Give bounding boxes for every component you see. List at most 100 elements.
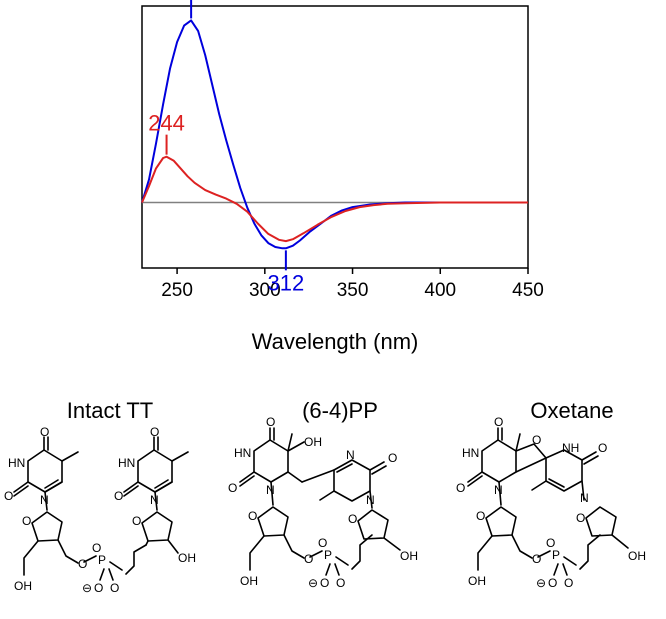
- x-tick-label: 450: [512, 280, 544, 301]
- x-tick-label: 250: [161, 280, 193, 301]
- atom: O: [576, 511, 585, 525]
- x-axis-ticks: 250 300 350 400 450: [161, 268, 544, 301]
- atom: P: [324, 548, 332, 562]
- atom: P: [552, 548, 560, 562]
- atom: OH: [400, 549, 418, 563]
- atom: O: [548, 576, 557, 590]
- atom: O: [248, 509, 257, 523]
- atom: O: [564, 576, 573, 590]
- ox-ring-2-bonds: [531, 451, 599, 501]
- ox-sugar-1: [485, 506, 517, 537]
- phosphate-linker: [83, 544, 147, 575]
- ox-n-to-sugar: [498, 481, 502, 506]
- atom: HN: [118, 456, 135, 470]
- atom: N: [366, 493, 375, 507]
- atom: OH: [468, 574, 486, 588]
- atom: O: [532, 552, 541, 566]
- atom: O: [78, 557, 87, 571]
- peak-label: 312: [268, 270, 305, 295]
- atom: O: [532, 433, 541, 447]
- ox-phosphate-oxygens: [553, 563, 568, 576]
- x-tick-label: 300: [249, 280, 281, 301]
- atom: OH: [178, 551, 196, 565]
- pp-ring-2-bonds: [301, 461, 387, 509]
- ox-ring-1: [481, 439, 517, 483]
- thymine-1-double-bonds: [13, 436, 79, 497]
- x-tick-label: 400: [424, 280, 456, 301]
- atom: O: [388, 451, 397, 465]
- atom: OH: [240, 574, 258, 588]
- atom-labels-oxetane: O HN O NH O O N N O OH O P O O ⊖ O O OH: [456, 415, 646, 590]
- plot-frame: [141, 5, 529, 269]
- pp-sugar-2: [357, 509, 389, 540]
- annotation-layer: 258244312: [148, 0, 304, 295]
- series-layer: [141, 19, 528, 250]
- ox-phosphate: [537, 534, 601, 570]
- atom: O: [476, 509, 485, 523]
- atom: OH: [14, 579, 32, 593]
- atom-labels-pp: O HN OH O N N O N O OH O P O O ⊖ O O OH: [228, 415, 418, 590]
- atom: O: [336, 576, 345, 590]
- atom: O: [456, 481, 465, 495]
- series-line-0: [141, 19, 528, 250]
- sugar-ring-1: [31, 511, 63, 542]
- ox-sugar-2: [585, 506, 617, 537]
- atom: O: [110, 581, 119, 595]
- phosphate-oxygens: [99, 568, 114, 581]
- molecule-title: Oxetane: [530, 398, 613, 423]
- thymine-2-to-sugar: [154, 491, 158, 511]
- atom: ⊖: [308, 576, 318, 590]
- atom: O: [22, 514, 31, 528]
- atom: N: [580, 491, 589, 505]
- atom: HN: [8, 456, 25, 470]
- peak-label: 244: [148, 111, 185, 136]
- ox-ring-1-bonds: [467, 427, 521, 487]
- atom: O: [114, 489, 123, 503]
- atom: HN: [234, 446, 251, 460]
- atom: N: [494, 483, 503, 497]
- atom-labels-intact: O HN O N O OH O P O O ⊖ O O HN O N O OH: [4, 425, 196, 595]
- ox-ring-2: [545, 449, 583, 492]
- molecule-title: (6-4)PP: [302, 398, 378, 423]
- molecule-oxetane: Oxetane O HN O NH O O N N O OH O P O O ⊖: [456, 398, 646, 590]
- atom: O: [546, 536, 555, 550]
- atom: O: [266, 415, 275, 429]
- ox-sugar-1-subs: [477, 534, 533, 571]
- molecule-intact-tt: Intact TT O HN O N O OH O P O O ⊖ O O: [4, 398, 196, 595]
- atom: ⊖: [536, 576, 546, 590]
- pp-ring-1-bonds: [239, 427, 305, 487]
- atom: P: [98, 553, 106, 567]
- sugar-2-substituents: [145, 539, 179, 554]
- atom: O: [150, 425, 159, 439]
- series-line-1: [141, 155, 528, 243]
- atom: N: [150, 493, 159, 507]
- x-axis-title: Wavelength (nm): [252, 329, 419, 354]
- atom: N: [346, 448, 355, 462]
- molecule-title: Intact TT: [67, 398, 153, 423]
- atom: NH: [562, 441, 579, 455]
- pp-phosphate: [309, 534, 373, 570]
- thymine-1-to-sugar: [44, 491, 48, 511]
- pp-phosphate-oxygens: [325, 563, 340, 576]
- atom: N: [266, 483, 275, 497]
- sugar-1-substituents: [23, 539, 79, 576]
- molecule-6-4-pp: (6-4)PP O HN OH O N N O N O OH O P O O ⊖…: [228, 398, 418, 590]
- atom: O: [318, 536, 327, 550]
- sugar-ring-2: [141, 511, 173, 542]
- atom: O: [132, 514, 141, 528]
- oxetane-ring: [515, 443, 547, 473]
- atom: ⊖: [82, 581, 92, 595]
- atom: O: [94, 581, 103, 595]
- x-tick-label: 350: [337, 280, 369, 301]
- ox-sugar-2-subs: [611, 534, 629, 549]
- atom: O: [494, 415, 503, 429]
- pp-sugar-1-subs: [249, 534, 305, 571]
- pp-sugar-1: [257, 506, 289, 537]
- atom: O: [320, 576, 329, 590]
- atom: O: [4, 489, 13, 503]
- atom: HN: [462, 446, 479, 460]
- pp-ring-2: [333, 459, 371, 502]
- pp-ring-1: [253, 439, 289, 483]
